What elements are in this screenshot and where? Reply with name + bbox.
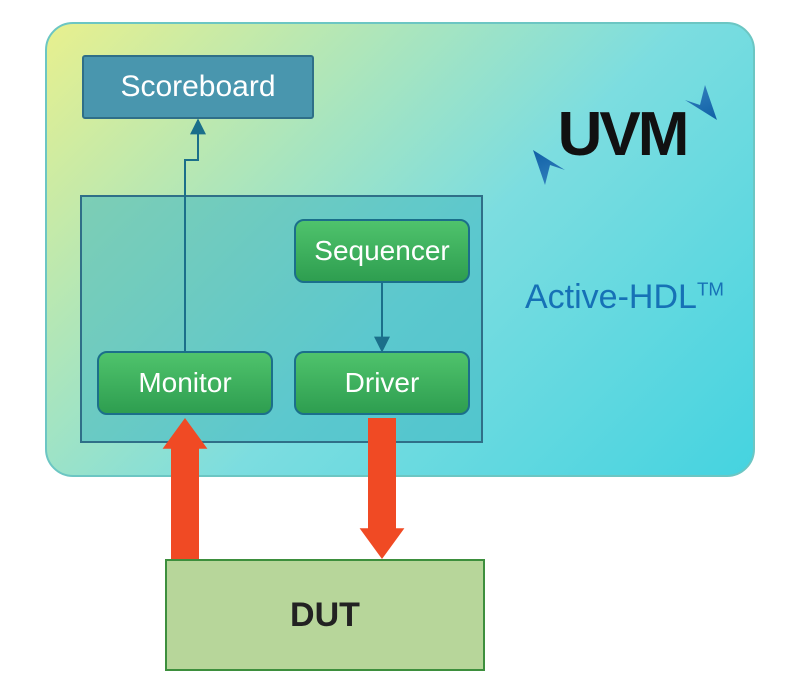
driver-label: Driver (345, 367, 420, 399)
uvm-logo-svg: UVM (505, 45, 740, 220)
brand-text: Active-HDL (525, 278, 697, 316)
dut-block: DUT (165, 559, 485, 671)
driver-block: Driver (294, 351, 470, 415)
monitor-block: Monitor (97, 351, 273, 415)
uvm-text: UVM (558, 100, 687, 169)
scoreboard-label: Scoreboard (120, 70, 275, 104)
dut-label: DUT (290, 596, 360, 635)
sequencer-label: Sequencer (314, 235, 449, 267)
sequencer-block: Sequencer (294, 219, 470, 283)
brand-label: Active-HDLTM (525, 278, 724, 317)
monitor-label: Monitor (138, 367, 231, 399)
uvm-logo: UVM (505, 45, 740, 220)
trademark-symbol: TM (697, 279, 724, 300)
scoreboard-block: Scoreboard (82, 55, 314, 119)
